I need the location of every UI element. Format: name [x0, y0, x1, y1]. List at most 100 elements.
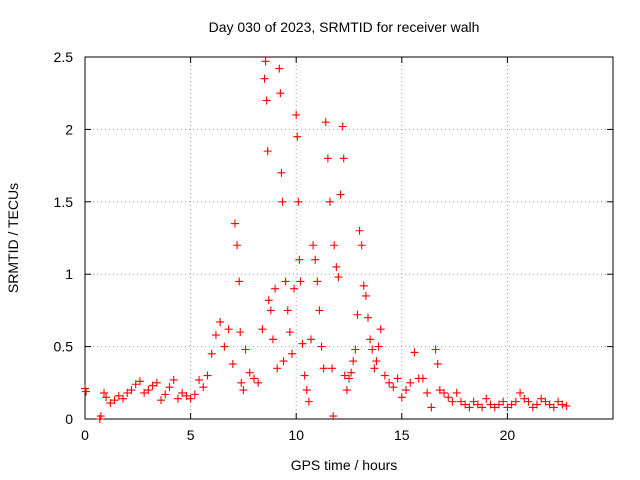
- data-point: [357, 241, 366, 250]
- data-point: [473, 400, 482, 409]
- data-point: [82, 387, 91, 396]
- data-point: [490, 403, 499, 412]
- data-point: [323, 154, 332, 163]
- data-point: [178, 388, 187, 397]
- data-point: [435, 386, 444, 395]
- data-point: [351, 345, 360, 354]
- data-point: [433, 359, 442, 368]
- data-point: [389, 383, 398, 392]
- data-point: [207, 349, 216, 358]
- data-point: [110, 396, 119, 405]
- data-point: [511, 397, 520, 406]
- data-point: [340, 371, 349, 380]
- data-point: [100, 388, 109, 397]
- data-point: [276, 89, 285, 98]
- data-point: [135, 377, 144, 386]
- data-point: [321, 118, 330, 127]
- data-point: [469, 397, 478, 406]
- data-point: [119, 394, 128, 403]
- data-point: [461, 400, 470, 409]
- data-point: [558, 400, 567, 409]
- data-point: [406, 378, 415, 387]
- data-point: [152, 378, 161, 387]
- data-point: [245, 368, 254, 377]
- data-point: [334, 273, 343, 282]
- data-point: [102, 393, 111, 402]
- data-point: [342, 386, 351, 395]
- data-point: [254, 378, 263, 387]
- data-point: [494, 400, 503, 409]
- data-point: [448, 397, 457, 406]
- data-point: [277, 168, 286, 177]
- data-point: [423, 388, 432, 397]
- data-point: [271, 284, 280, 293]
- data-point: [444, 393, 453, 402]
- data-point: [263, 147, 272, 156]
- y-tick-label: 1.5: [54, 194, 74, 210]
- data-point: [440, 388, 449, 397]
- data-point: [182, 391, 191, 400]
- data-point: [290, 284, 299, 293]
- data-point: [355, 226, 364, 235]
- data-point: [233, 241, 242, 250]
- data-point: [503, 403, 512, 412]
- x-tick-label: 15: [394, 427, 410, 443]
- data-point: [452, 388, 461, 397]
- data-point: [114, 391, 123, 400]
- grid-lines: [85, 57, 613, 419]
- data-point: [123, 388, 132, 397]
- data-point: [144, 386, 153, 395]
- data-point: [235, 277, 244, 286]
- data-point: [427, 403, 436, 412]
- data-point: [239, 386, 248, 395]
- data-point: [393, 374, 402, 383]
- data-point: [347, 368, 356, 377]
- data-point: [260, 74, 269, 83]
- data-point: [203, 371, 212, 380]
- data-point: [465, 403, 474, 412]
- data-point: [186, 394, 195, 403]
- x-tick-label: 0: [81, 427, 89, 443]
- data-point: [190, 390, 199, 399]
- data-point: [264, 296, 273, 305]
- data-point: [281, 277, 290, 286]
- data-point: [330, 241, 339, 250]
- data-point: [541, 397, 550, 406]
- data-point: [380, 371, 389, 380]
- data-point: [266, 306, 275, 315]
- data-point: [292, 110, 301, 119]
- data-point: [309, 241, 318, 250]
- data-point: [140, 388, 149, 397]
- data-point: [169, 375, 178, 384]
- data-point: [410, 348, 419, 357]
- data-point: [294, 197, 303, 206]
- data-point: [262, 96, 271, 105]
- data-point: [486, 400, 495, 409]
- x-axis-label: GPS time / hours: [291, 457, 398, 473]
- data-point: [295, 255, 304, 264]
- data-point: [516, 388, 525, 397]
- data-point: [148, 381, 157, 390]
- data-point: [106, 399, 115, 408]
- data-point: [220, 342, 229, 351]
- data-point: [332, 262, 341, 271]
- data-point: [528, 403, 537, 412]
- data-point: [315, 306, 324, 315]
- data-point: [499, 397, 508, 406]
- chart-title: Day 030 of 2023, SRMTID for receiver wal…: [209, 19, 480, 35]
- data-point: [313, 277, 322, 286]
- data-point: [370, 364, 379, 373]
- data-point: [268, 335, 277, 344]
- data-point: [520, 394, 529, 403]
- data-point: [273, 364, 282, 373]
- data-point: [562, 401, 571, 410]
- x-tick-label: 10: [288, 427, 304, 443]
- data-point: [131, 380, 140, 389]
- axis-ticks: 0 5 10 15 20 0 0.5 1 1.5 2 2.5: [54, 49, 613, 443]
- data-point: [224, 325, 233, 334]
- data-point: [372, 357, 381, 366]
- data-point: [278, 197, 287, 206]
- data-points: [81, 57, 571, 423]
- data-point: [287, 349, 296, 358]
